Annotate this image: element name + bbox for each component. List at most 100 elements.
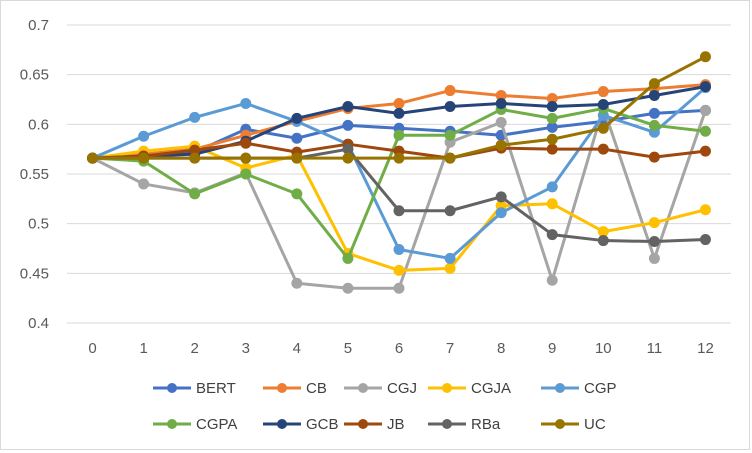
data-point-gcb	[444, 100, 456, 112]
data-point-rba	[648, 236, 660, 248]
data-point-gcb	[597, 98, 609, 110]
legend-swatch-marker	[442, 419, 452, 429]
data-point-cgj	[648, 252, 660, 264]
legend-swatch-marker	[442, 383, 452, 393]
legend-swatch-marker	[167, 419, 177, 429]
data-point-uc	[240, 152, 252, 164]
legend-item-cgj: CGJ	[344, 380, 417, 397]
data-point-cgja	[393, 264, 405, 276]
data-point-cgja	[546, 198, 558, 210]
y-axis-tick-labels: 0.4 0.45 0.5 0.55 0.6 0.65 0.7	[20, 17, 49, 332]
data-point-cgp	[393, 243, 405, 255]
data-point-cgpa	[342, 252, 354, 264]
series-layer	[87, 51, 711, 294]
legend-item-cb: CB	[263, 380, 327, 397]
data-point-cgj	[138, 178, 150, 190]
data-point-cgpa	[291, 188, 303, 200]
x-tick-label: 7	[446, 340, 454, 357]
y-tick-label: 0.45	[20, 265, 49, 282]
legend-swatch-marker	[277, 383, 287, 393]
data-point-jb	[240, 137, 252, 149]
data-point-gcb	[393, 107, 405, 119]
data-point-rba	[597, 235, 609, 247]
data-point-cgja	[444, 262, 456, 274]
data-point-uc	[138, 152, 150, 164]
data-point-uc	[291, 152, 303, 164]
legend-label: CGJ	[387, 380, 417, 397]
legend-label: CGJA	[471, 380, 511, 397]
legend-label: GCB	[306, 416, 339, 433]
x-tick-label: 8	[497, 340, 505, 357]
data-point-cgja	[699, 204, 711, 216]
data-point-rba	[444, 205, 456, 217]
legend-item-rba: RBa	[428, 416, 501, 433]
data-point-bert	[291, 132, 303, 144]
x-tick-label: 1	[139, 340, 147, 357]
legend-label: CGPA	[196, 416, 237, 433]
data-point-cgj	[699, 104, 711, 116]
legend: BERT CB CGJ CGJA CGP CGPA GCB JB RBa UC	[153, 380, 617, 433]
x-tick-label: 0	[88, 340, 96, 357]
data-point-uc	[648, 78, 660, 90]
legend-label: BERT	[196, 380, 236, 397]
data-point-cgpa	[189, 188, 201, 200]
data-point-jb	[699, 145, 711, 157]
data-point-gcb	[699, 81, 711, 93]
data-point-cgpa	[444, 129, 456, 141]
data-point-cgj	[495, 116, 507, 128]
data-point-uc	[699, 51, 711, 63]
data-point-gcb	[648, 90, 660, 102]
legend-item-jb: JB	[344, 416, 405, 433]
data-point-gcb	[546, 100, 558, 112]
x-tick-label: 3	[242, 340, 250, 357]
legend-label: CB	[306, 380, 327, 397]
x-axis-tick-labels: 0 1 2 3 4 5 6 7 8 9 10 11 12	[88, 340, 713, 357]
series-uc	[87, 51, 711, 164]
y-tick-label: 0.7	[28, 17, 49, 34]
legend-swatch-marker	[167, 383, 177, 393]
data-point-rba	[699, 234, 711, 246]
data-point-cgp	[495, 207, 507, 219]
y-tick-label: 0.65	[20, 67, 49, 84]
data-point-rba	[546, 229, 558, 241]
data-point-cb	[444, 85, 456, 97]
x-tick-label: 9	[548, 340, 556, 357]
legend-item-cgp: CGP	[541, 380, 617, 397]
y-tick-label: 0.4	[28, 315, 49, 332]
legend-item-uc: UC	[541, 416, 606, 433]
data-point-cgj	[342, 282, 354, 294]
x-tick-label: 5	[344, 340, 352, 357]
data-point-uc	[495, 139, 507, 151]
y-tick-label: 0.6	[28, 116, 49, 133]
data-point-gcb	[291, 112, 303, 124]
data-point-gcb	[342, 100, 354, 112]
data-point-cgpa	[393, 129, 405, 141]
legend-swatch-marker	[358, 383, 368, 393]
data-point-jb	[546, 143, 558, 155]
data-point-rba	[393, 205, 405, 217]
data-point-cgj	[291, 277, 303, 289]
legend-swatch-marker	[555, 383, 565, 393]
data-point-cgpa	[546, 112, 558, 124]
data-point-cgpa	[240, 168, 252, 180]
legend-label: CGP	[584, 380, 617, 397]
legend-swatch-marker	[358, 419, 368, 429]
data-point-bert	[342, 119, 354, 131]
data-point-rba	[495, 191, 507, 203]
legend-label: JB	[387, 416, 405, 433]
legend-item-cgja: CGJA	[428, 380, 511, 397]
y-tick-label: 0.55	[20, 166, 49, 183]
gridlines	[67, 24, 731, 324]
data-point-cgp	[240, 97, 252, 109]
data-point-cgp	[546, 181, 558, 193]
x-tick-label: 12	[697, 340, 714, 357]
legend-swatch-marker	[277, 419, 287, 429]
x-tick-label: 2	[191, 340, 199, 357]
data-point-uc	[393, 152, 405, 164]
legend-item-bert: BERT	[153, 380, 236, 397]
data-point-jb	[597, 143, 609, 155]
data-point-uc	[342, 152, 354, 164]
data-point-gcb	[495, 97, 507, 109]
legend-item-cgpa: CGPA	[153, 416, 237, 433]
